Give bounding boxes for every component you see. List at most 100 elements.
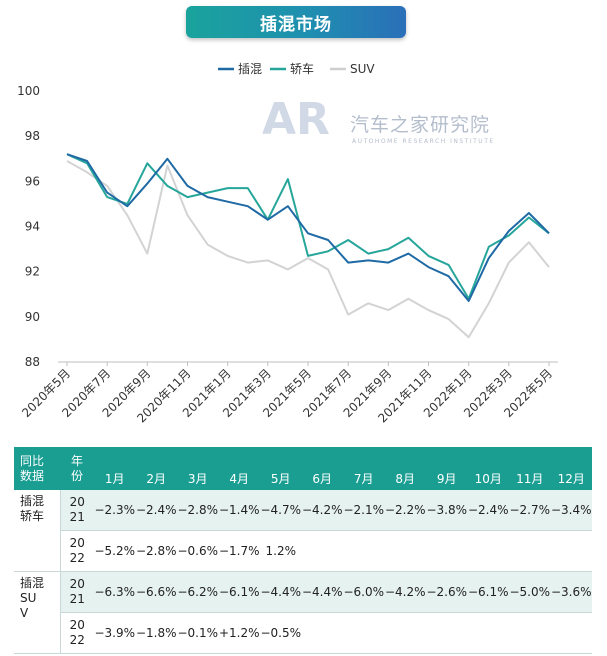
row-year: 20 22 — [60, 612, 94, 654]
table-cell: −6.0% — [343, 571, 385, 613]
table-cell — [384, 530, 426, 572]
yoy-table: 同比 数据年份 1月 2月 3月 4月 5月 6月 7月 8月 9月 10月 11月 12月 插混 轿车 20… — [14, 447, 592, 654]
table-cell — [509, 530, 551, 572]
table-cell: −4.2% — [384, 571, 426, 613]
table-cell: −3.4% — [550, 490, 592, 531]
header-year: 年份 — [60, 447, 94, 490]
header-month: 5月 — [260, 447, 302, 490]
row-category: 插混 SU V — [14, 571, 61, 654]
watermark: AR 汽车之家研究院 AUTOHOME RESEARCH INSTITUTE — [262, 94, 495, 145]
row-year-text: 21 — [69, 510, 85, 524]
table-row: 20 22 −3.9% −1.8% −0.1% +1.2% −0.5% — [14, 612, 592, 654]
table-cell — [467, 612, 509, 654]
table-cell — [426, 612, 468, 654]
header-category: 同比 数据 — [14, 447, 60, 490]
row-category-text: 插混 — [20, 494, 45, 508]
table-cell: −4.7% — [260, 490, 302, 531]
table-cell — [550, 612, 592, 654]
header-month: 9月 — [426, 447, 468, 490]
header-month: 6月 — [301, 447, 343, 490]
row-year: 20 21 — [60, 490, 94, 531]
row-year-text: 22 — [69, 551, 85, 565]
table-cell — [343, 612, 385, 654]
table-cell — [426, 530, 468, 572]
table-row: 插混 SU V 20 21 −6.3% −6.6% −6.2% −6.1% −4.4% −4.4% −… — [14, 571, 592, 654]
row-category: 插混 轿车 — [14, 490, 61, 572]
table-cell: −6.2% — [177, 571, 219, 613]
table-cell: −2.2% — [384, 490, 426, 531]
header-month: 8月 — [384, 447, 426, 490]
legend-label: 轿车 — [290, 61, 314, 76]
row-year-text: 20 — [69, 495, 85, 509]
table-cell — [509, 612, 551, 654]
header-month: 10月 — [467, 447, 509, 490]
row-category-text: SU — [20, 591, 37, 605]
header-month: 11月 — [509, 447, 551, 490]
table-cell: −0.5% — [260, 612, 302, 654]
table-cell: −2.6% — [426, 571, 468, 613]
y-tick-label: 96 — [25, 174, 40, 188]
row-year-text: 22 — [69, 633, 85, 647]
series-line-sedan — [66, 153, 550, 300]
table-cell: −1.8% — [135, 612, 177, 654]
table-cell: −2.4% — [135, 490, 177, 531]
header-month: 2月 — [135, 447, 177, 490]
watermark-sub: AUTOHOME RESEARCH INSTITUTE — [352, 138, 495, 145]
chart-legend: 插混 轿车 SUV — [218, 61, 375, 76]
header-month: 1月 — [94, 447, 136, 490]
legend-label: SUV — [350, 62, 375, 76]
table-cell — [343, 530, 385, 572]
row-year-text: 21 — [69, 592, 85, 606]
table-cell — [301, 612, 343, 654]
watermark-name: 汽车之家研究院 — [350, 114, 490, 136]
row-year-text: 20 — [69, 536, 85, 550]
table-cell: −2.1% — [343, 490, 385, 531]
row-year-text: 20 — [69, 577, 85, 591]
header-year-text: 年 — [70, 453, 83, 468]
header-category-text: 同比 — [20, 453, 45, 468]
row-category-text: 轿车 — [20, 509, 45, 523]
table-cell: −6.3% — [94, 571, 136, 613]
table-cell: −2.8% — [177, 490, 219, 531]
table-cell: −0.1% — [177, 612, 219, 654]
row-year-text: 20 — [69, 618, 85, 632]
series-line-phev — [66, 153, 550, 302]
table-cell: +1.2% — [218, 612, 260, 654]
table-cell: −5.2% — [94, 530, 136, 572]
line-chart: AR 汽车之家研究院 AUTOHOME RESEARCH INSTITUTE 8… — [17, 61, 558, 425]
table-cell — [467, 530, 509, 572]
header-category-text: 数据 — [20, 468, 45, 483]
table-cell — [550, 530, 592, 572]
legend-label: 插混 — [238, 62, 262, 76]
y-tick-label: 88 — [25, 355, 40, 369]
table-cell: −4.4% — [301, 571, 343, 613]
header-year-text: 份 — [70, 468, 83, 483]
table-cell: −2.3% — [94, 490, 136, 531]
table-cell: −2.4% — [467, 490, 509, 531]
title-banner: 插混市场 — [186, 6, 406, 38]
table-cell: −2.7% — [509, 490, 551, 531]
page-title: 插混市场 — [260, 14, 332, 35]
table-header-row: 同比 数据年份 1月 2月 3月 4月 5月 6月 7月 8月 9月 10月 11月 12月 — [14, 447, 592, 490]
table-cell: −4.2% — [301, 490, 343, 531]
table-row: 插混 轿车 20 21 −2.3% −2.4% −2.8% −1.4% −4.7% −4.2% −2… — [14, 490, 592, 572]
series-line-suv — [66, 160, 550, 339]
row-year: 20 21 — [60, 571, 94, 613]
table-cell: −0.6% — [177, 530, 219, 572]
table-cell: −1.7% — [218, 530, 260, 572]
table-cell: −6.1% — [218, 571, 260, 613]
y-tick-label: 94 — [25, 220, 40, 234]
header-month: 12月 — [550, 447, 592, 490]
table-cell: −6.1% — [467, 571, 509, 613]
y-tick-label: 100 — [17, 84, 40, 98]
row-category-text: 插混 — [20, 576, 45, 590]
watermark-logo: AR — [262, 94, 330, 145]
y-tick-label: 92 — [25, 265, 40, 279]
table-cell — [301, 530, 343, 572]
table-row: 20 22 −5.2% −2.8% −0.6% −1.7% 1.2% — [14, 530, 592, 572]
table-cell: −1.4% — [218, 490, 260, 531]
table-cell: −6.6% — [135, 571, 177, 613]
y-tick-label: 90 — [25, 310, 40, 324]
header-month: 7月 — [343, 447, 385, 490]
table-cell: −3.6% — [550, 571, 592, 613]
